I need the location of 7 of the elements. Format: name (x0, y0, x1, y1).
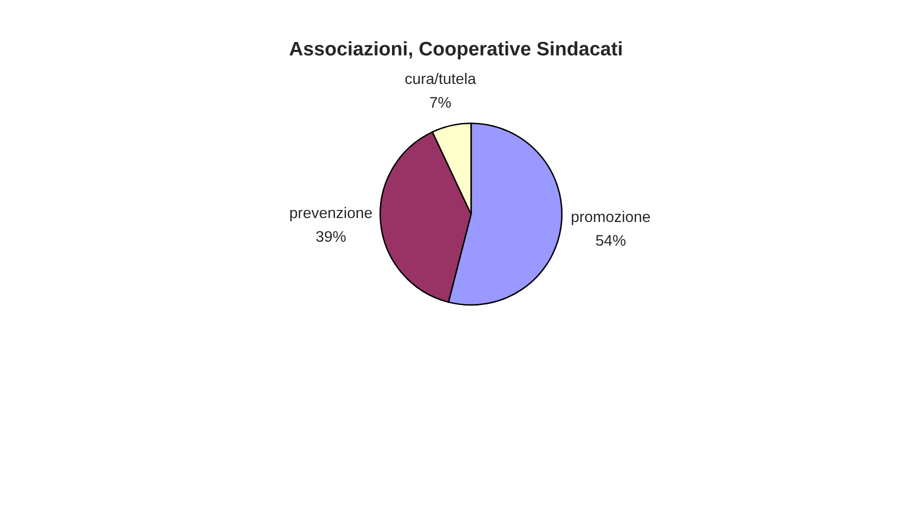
slice-label: cura/tutela (405, 72, 476, 84)
data-label: 39% (316, 231, 346, 242)
slice-label: promozione (572, 210, 650, 226)
slice-label: prevenzione (290, 206, 372, 222)
data-label: 7% (430, 97, 451, 108)
chart-title: Associazioni, Cooperative Sindacati (290, 41, 622, 60)
data-label: 54% (596, 235, 626, 246)
